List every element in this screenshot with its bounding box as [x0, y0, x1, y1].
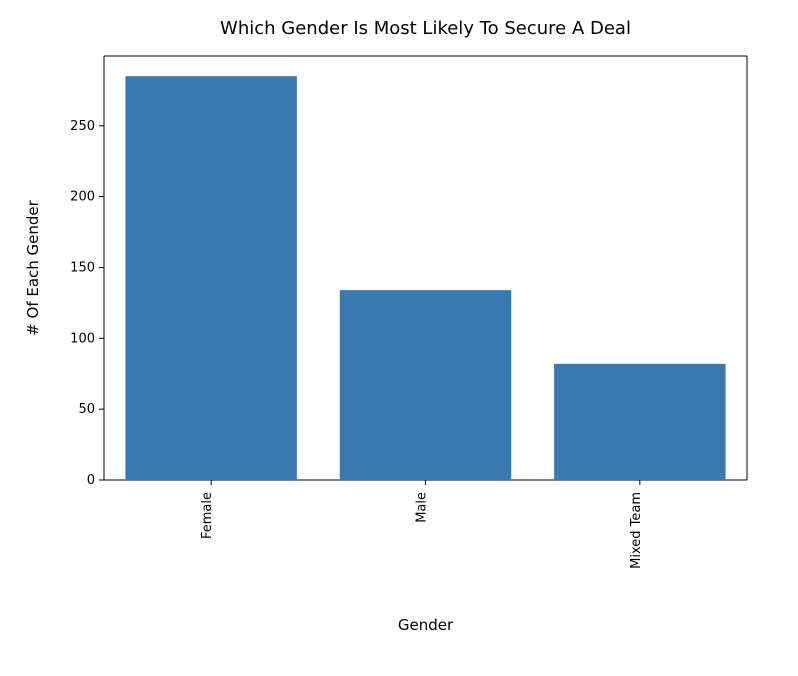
y-tick-label: 150	[70, 260, 95, 275]
y-axis-title: # Of Each Gender	[24, 199, 42, 335]
x-tick-label: Female	[200, 492, 215, 539]
y-tick-label: 50	[78, 402, 95, 417]
chart-title: Which Gender Is Most Likely To Secure A …	[220, 18, 631, 39]
bar-chart: Which Gender Is Most Likely To Secure A …	[0, 0, 798, 676]
bar	[340, 290, 511, 480]
y-tick-label: 0	[87, 473, 95, 488]
bar	[125, 76, 296, 480]
x-tick-label: Male	[415, 492, 430, 523]
y-tick-label: 250	[70, 119, 95, 134]
x-tick-label: Mixed Team	[629, 492, 644, 569]
x-axis-title: Gender	[398, 616, 454, 634]
bar	[554, 364, 725, 480]
y-tick-label: 200	[70, 190, 95, 205]
chart-container: Which Gender Is Most Likely To Secure A …	[0, 0, 798, 676]
y-tick-label: 100	[70, 331, 95, 346]
